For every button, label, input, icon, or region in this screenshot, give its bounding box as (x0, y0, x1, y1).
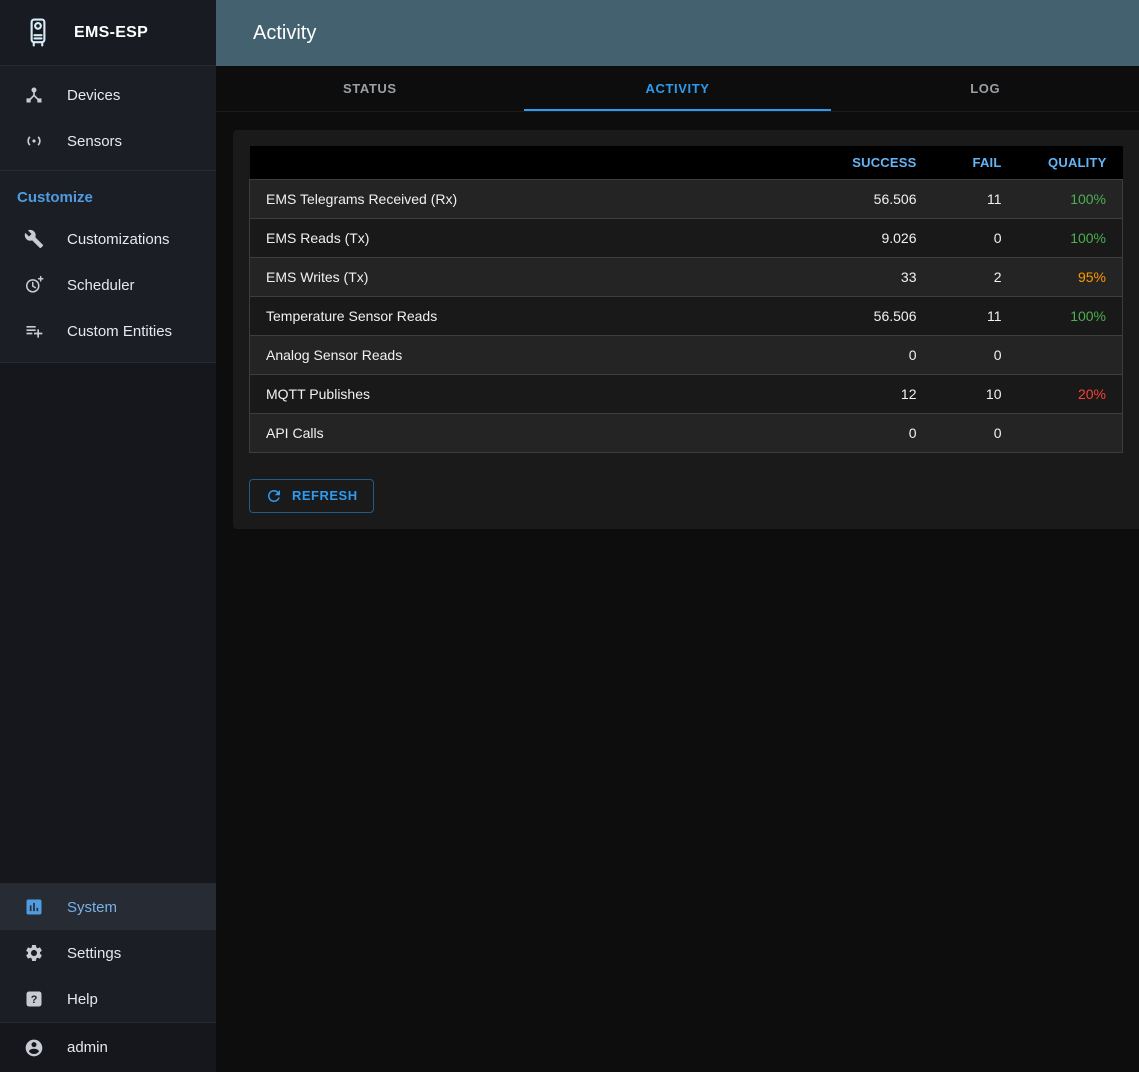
quality-value: 100% (1070, 229, 1106, 246)
refresh-button[interactable]: REFRESH (249, 478, 374, 513)
sidebar-item-settings[interactable]: Settings (0, 930, 216, 976)
sidebar-spacer (0, 363, 216, 883)
sidebar-header: EMS-ESP (0, 0, 216, 66)
sidebar-item-label: Help (67, 990, 98, 1008)
activity-panel: SUCCESS FAIL QUALITY EMS Telegrams Recei… (233, 130, 1139, 529)
table-row: EMS Telegrams Received (Rx) 56.506 11 10… (249, 179, 1123, 218)
quality-value: 95% (1077, 268, 1106, 285)
success-value: 33 (900, 268, 917, 285)
fail-value: 11 (986, 307, 1002, 324)
tab-status[interactable]: STATUS (343, 81, 397, 96)
fail-value: 2 (993, 268, 1002, 285)
fail-value: 0 (993, 229, 1002, 246)
fail-value: 0 (993, 424, 1002, 441)
header-metric (250, 146, 818, 179)
sidebar-item-customizations[interactable]: Customizations (0, 216, 216, 262)
success-value: 56.506 (873, 307, 917, 324)
page-title: Activity (253, 21, 317, 44)
topbar: Activity (216, 0, 1139, 66)
tab-activity[interactable]: ACTIVITY (523, 66, 832, 111)
metric-name: Temperature Sensor Reads (266, 307, 438, 324)
table-row: Temperature Sensor Reads 56.506 11 100% (249, 296, 1123, 335)
success-value: 0 (908, 424, 917, 441)
tools-icon (24, 229, 44, 249)
metric-name: EMS Telegrams Received (Rx) (266, 190, 458, 207)
metric-name: MQTT Publishes (266, 385, 370, 402)
sidebar-item-sensors[interactable]: Sensors (0, 118, 216, 164)
table-row: API Calls 0 0 (249, 413, 1123, 452)
sidebar-item-help[interactable]: ? Help (0, 976, 216, 1022)
user-name: admin (67, 1039, 108, 1056)
quality-value: 100% (1070, 307, 1106, 324)
ems-esp-logo-icon (20, 15, 56, 51)
sidebar-item-label: System (67, 898, 118, 916)
sidebar-item-label: Settings (67, 944, 122, 962)
header-success: SUCCESS (852, 154, 917, 170)
account-circle-icon (25, 1039, 43, 1056)
success-value: 0 (908, 346, 917, 363)
sidebar-item-devices[interactable]: Devices (0, 72, 216, 118)
refresh-icon (267, 489, 280, 502)
tab-log[interactable]: LOG (970, 81, 1001, 96)
fail-value: 11 (986, 190, 1002, 207)
table-header-row: SUCCESS FAIL QUALITY (249, 146, 1123, 179)
metric-name: EMS Reads (Tx) (266, 229, 370, 246)
help-icon: ? (26, 991, 42, 1007)
success-value: 56.506 (873, 190, 917, 207)
header-quality: QUALITY (1048, 154, 1107, 170)
sidebar-main-nav: Devices Sensors (0, 66, 216, 171)
playlist-add-icon (26, 326, 43, 338)
metric-name: EMS Writes (Tx) (266, 268, 369, 285)
sidebar-item-label: Sensors (67, 132, 123, 150)
table-row: EMS Reads (Tx) 9.026 0 100% (249, 218, 1123, 257)
customize-section-title: Customize (17, 189, 93, 206)
sidebar-bottom-nav: System Settings ? Help (0, 883, 216, 1022)
header-fail: FAIL (972, 154, 1002, 170)
sidebar-item-label: Devices (67, 86, 121, 104)
fail-value: 0 (993, 346, 1002, 363)
svg-text:?: ? (31, 994, 38, 1006)
tab-bar: STATUS ACTIVITY LOG (216, 66, 1139, 112)
bar-chart-icon (26, 899, 42, 915)
app-title: EMS-ESP (74, 23, 149, 41)
metric-name: Analog Sensor Reads (266, 346, 403, 363)
sidebar-customize-section: Customize Customizations Scheduler (0, 171, 216, 363)
main-content: Activity STATUS ACTIVITY LOG SUCCESS FAI… (216, 0, 1139, 1072)
sidebar-user[interactable]: admin (0, 1022, 216, 1072)
quality-value: 100% (1070, 190, 1106, 207)
quality-value (1018, 413, 1123, 452)
table-row: MQTT Publishes 12 10 20% (249, 374, 1123, 413)
success-value: 9.026 (881, 229, 917, 246)
sidebar: EMS-ESP Devices Sensors Customize (0, 0, 216, 1072)
sidebar-item-label: Custom Entities (67, 322, 173, 340)
quality-value (1018, 335, 1123, 374)
metric-name: API Calls (266, 424, 324, 441)
device-hub-icon (26, 87, 42, 103)
activity-table: SUCCESS FAIL QUALITY EMS Telegrams Recei… (249, 146, 1123, 453)
success-value: 12 (900, 385, 917, 402)
sidebar-item-scheduler[interactable]: Scheduler (0, 262, 216, 308)
sidebar-item-label: Customizations (67, 230, 170, 248)
sidebar-item-system[interactable]: System (0, 884, 216, 930)
clock-plus-icon (26, 275, 44, 293)
fail-value: 10 (985, 385, 1002, 402)
sidebar-item-label: Scheduler (67, 276, 135, 294)
quality-value: 20% (1077, 385, 1106, 402)
table-row: EMS Writes (Tx) 33 2 95% (249, 257, 1123, 296)
table-row: Analog Sensor Reads 0 0 (249, 335, 1123, 374)
gear-icon (26, 945, 42, 961)
sensors-icon (27, 136, 41, 146)
refresh-button-label: REFRESH (292, 488, 358, 503)
sidebar-item-custom-entities[interactable]: Custom Entities (0, 308, 216, 354)
